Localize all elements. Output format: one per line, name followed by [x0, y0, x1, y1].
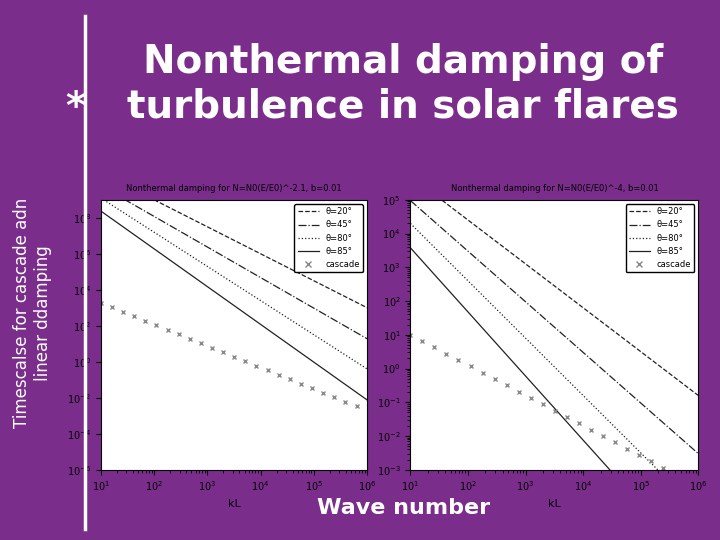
Text: Wave number: Wave number — [317, 498, 490, 518]
Title: Nonthermal damping for N=N0(E/E0)^-4, b=0.01: Nonthermal damping for N=N0(E/E0)^-4, b=… — [451, 185, 658, 193]
Legend: θ=20°, θ=45°, θ=80°, θ=85°, cascade: θ=20°, θ=45°, θ=80°, θ=85°, cascade — [626, 204, 694, 272]
Text: Nonthermal damping of
turbulence in solar flares: Nonthermal damping of turbulence in sola… — [127, 43, 679, 125]
Legend: θ=20°, θ=45°, θ=80°, θ=85°, cascade: θ=20°, θ=45°, θ=80°, θ=85°, cascade — [294, 204, 363, 272]
Text: *: * — [66, 89, 86, 127]
X-axis label: kL: kL — [228, 499, 240, 509]
Text: Timescalse for cascade adn
linear ddamping: Timescalse for cascade adn linear ddampi… — [13, 198, 52, 428]
Title: Nonthermal damping for N=N0(E/E0)^-2.1, b=0.01: Nonthermal damping for N=N0(E/E0)^-2.1, … — [126, 185, 342, 193]
X-axis label: kL: kL — [548, 499, 561, 509]
